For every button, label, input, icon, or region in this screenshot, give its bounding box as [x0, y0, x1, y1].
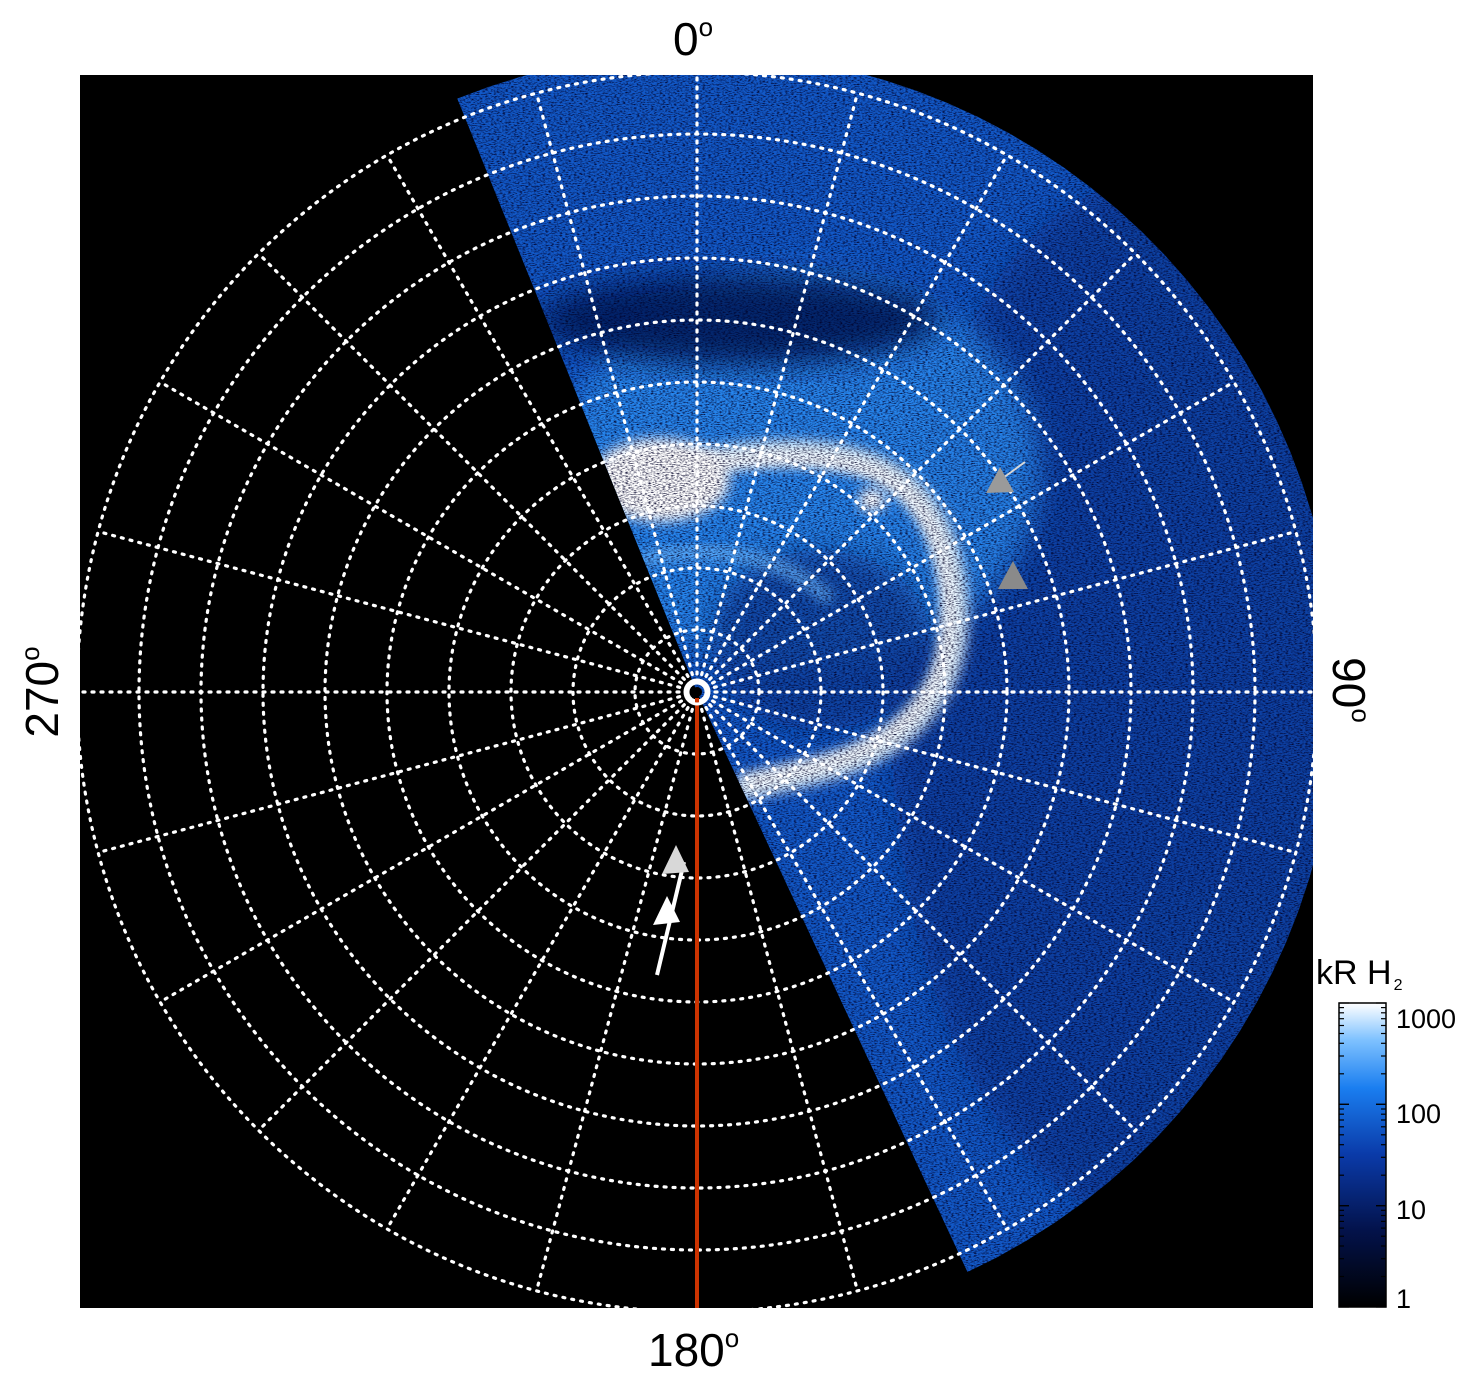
colorbar-tick-label: 100 [1396, 1099, 1442, 1129]
colorbar-ticks [1339, 1002, 1386, 1308]
label-right: 90o [1323, 657, 1376, 723]
degree-symbol: o [1346, 708, 1376, 723]
degree-symbol: o [724, 1323, 740, 1353]
triangle-marker-lower [998, 561, 1028, 589]
colorbar-tick-label: 1000 [1396, 1004, 1457, 1034]
emission-region [457, 75, 1313, 1273]
colorbar-gradient [1338, 1002, 1387, 1308]
label-left-text: 270 [16, 660, 68, 738]
label-left: 270o [15, 646, 68, 738]
degree-symbol: o [15, 646, 45, 661]
colorbar-title-sub: 2 [1393, 977, 1403, 994]
label-top-text: 0 [673, 13, 699, 65]
pointer-line [1002, 461, 1026, 479]
latitude-circle [509, 504, 885, 880]
triangle-marker-upper [986, 467, 1014, 493]
colorbar-tick-label: 10 [1396, 1195, 1427, 1225]
pole-marker [683, 678, 711, 706]
arrow-group [653, 461, 1028, 976]
label-top: 0o [673, 13, 713, 65]
colorbar-tick-label: 1 [1396, 1284, 1412, 1314]
colorbar [1338, 1002, 1387, 1308]
degree-symbol: o [698, 12, 714, 42]
latitude-circle [571, 566, 823, 818]
label-bottom-text: 180 [648, 1324, 725, 1376]
arrow-head-lower [653, 896, 680, 925]
label-right-text: 90 [1323, 657, 1375, 709]
arrow-head-upper [662, 845, 689, 874]
colorbar-title-main: kR H [1316, 954, 1392, 992]
label-bottom: 180o [648, 1324, 739, 1376]
